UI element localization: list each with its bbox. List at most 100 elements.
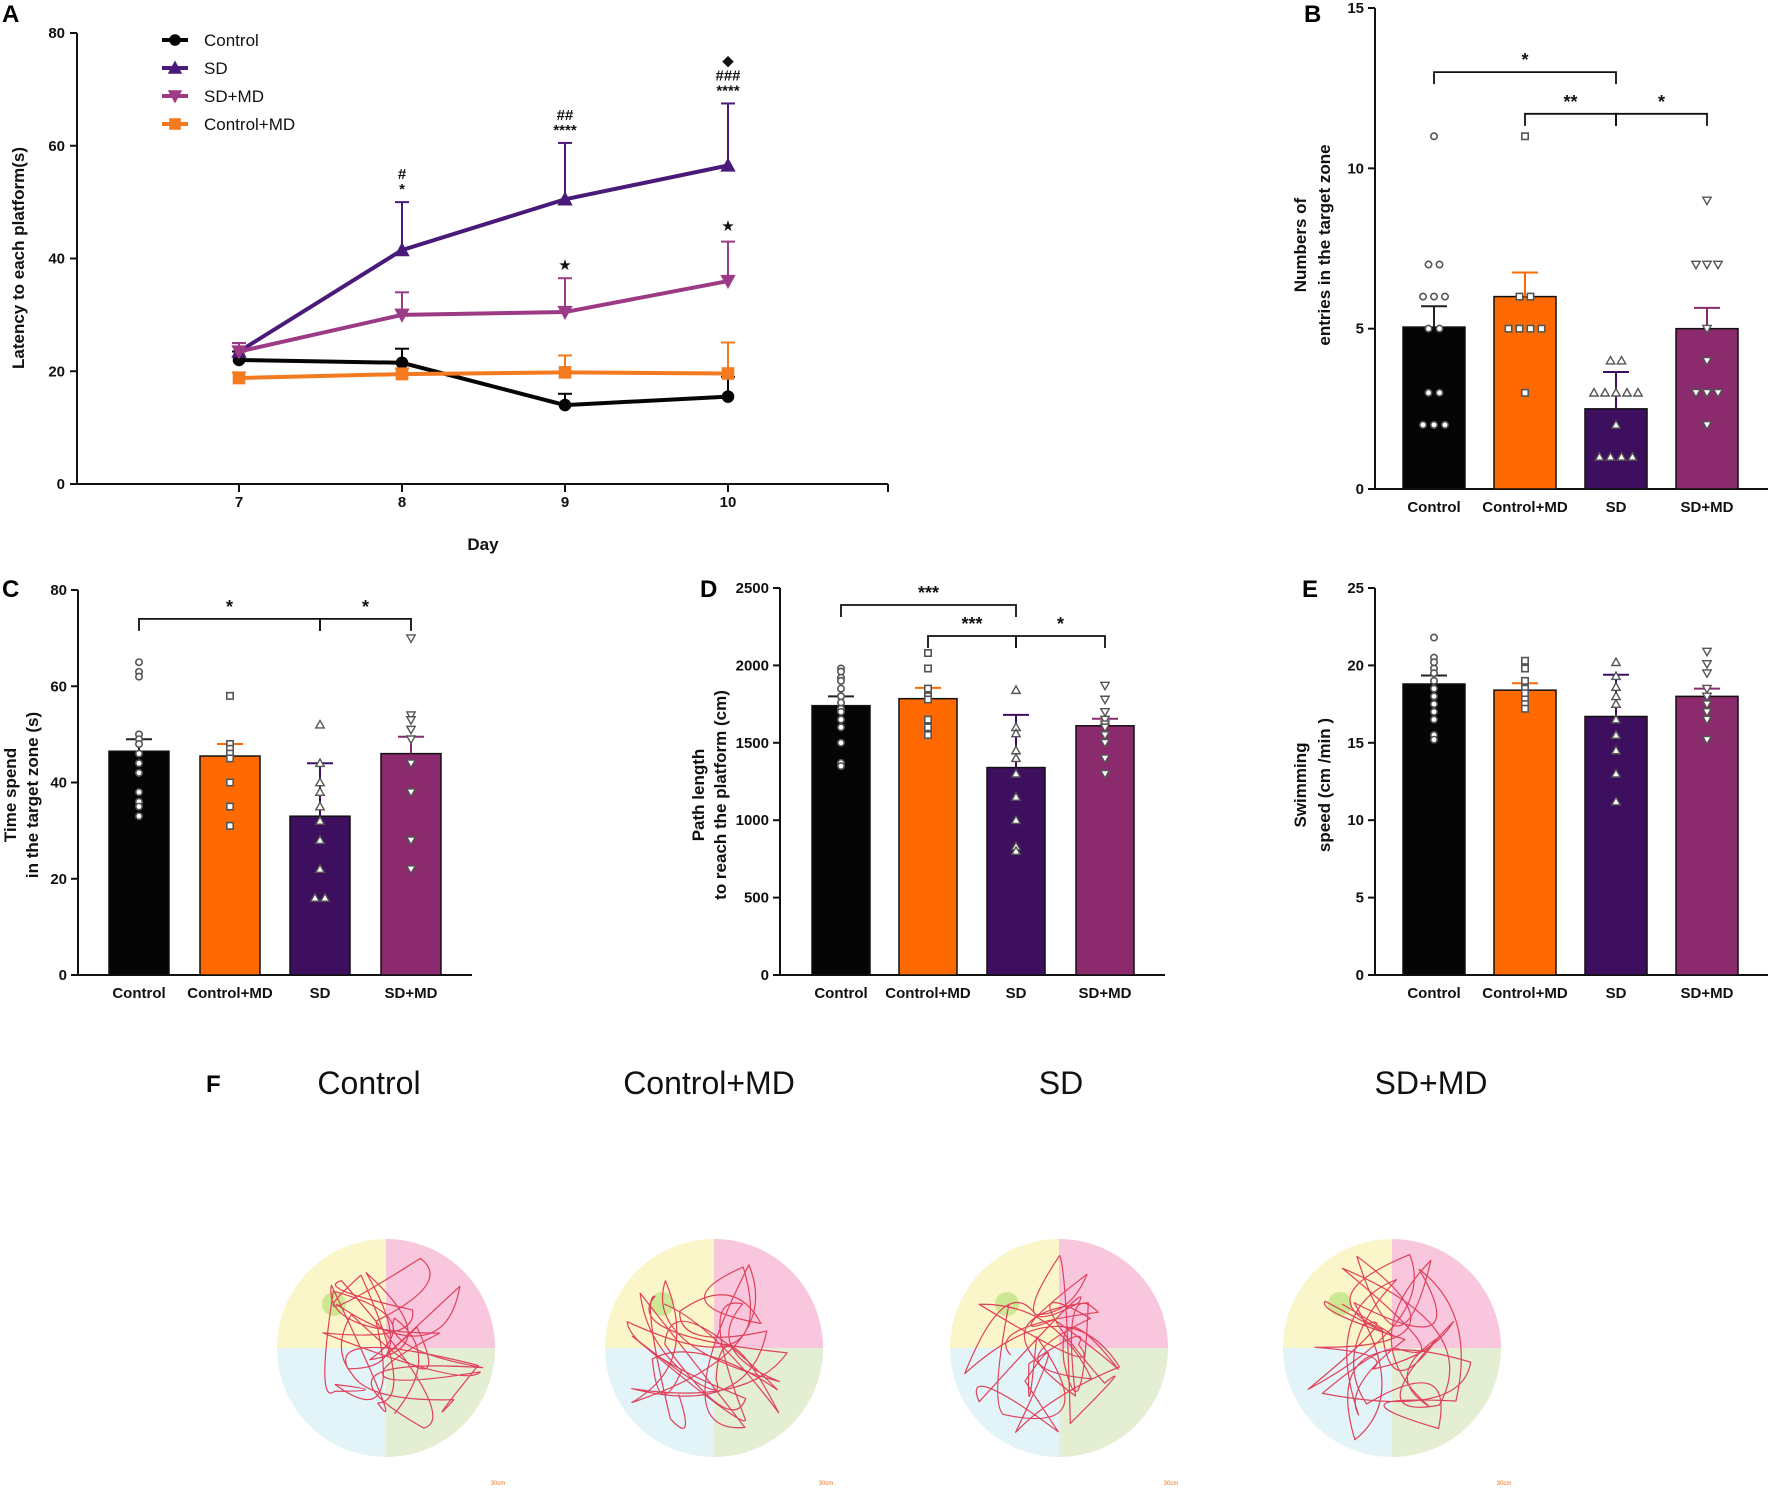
legend-entry: Control <box>204 31 259 50</box>
data-point <box>923 715 932 724</box>
annotation-mark: ★ <box>721 218 734 235</box>
track-title-1: Control+MD <box>623 1065 795 1101</box>
data-point <box>836 715 845 724</box>
data-point <box>1701 388 1713 399</box>
data-point <box>836 738 845 747</box>
panel-label-d: D <box>700 576 717 603</box>
data-point <box>836 676 845 685</box>
x-tick-label: 8 <box>398 494 406 511</box>
bar-sd <box>1584 715 1648 976</box>
x-axis-label: Day <box>467 535 499 554</box>
significance-label: * <box>1658 92 1665 112</box>
x-tick-label: Control <box>112 985 165 1002</box>
y-tick-label: 0 <box>59 967 67 984</box>
data-point <box>720 274 736 290</box>
x-tick-label: SD <box>310 985 331 1002</box>
significance-label: *** <box>918 583 939 603</box>
data-point <box>1424 260 1433 269</box>
x-tick-label: Control <box>1407 985 1460 1002</box>
bar-control-md <box>1493 689 1557 976</box>
data-point <box>1515 324 1524 333</box>
y-tick-label: 10 <box>1347 812 1364 829</box>
data-point <box>314 776 326 787</box>
data-point <box>1616 355 1627 365</box>
annotation-mark: * <box>399 181 405 198</box>
data-point <box>319 892 331 902</box>
legend-marker <box>167 90 183 104</box>
data-point <box>226 802 235 811</box>
data-point <box>1521 676 1530 685</box>
chart-c-time: 0 20 40 60 80 Control Control+MD SD SD+MD Time sp… <box>1 582 472 1002</box>
panel-label-b: B <box>1304 1 1321 28</box>
data-point <box>309 892 321 902</box>
data-point <box>1419 420 1428 429</box>
data-point <box>1430 633 1439 642</box>
annotation-mark: # <box>398 166 407 183</box>
significance-bracket <box>1524 112 1617 126</box>
y-axis-label-line2: in the target zone (s) <box>23 712 42 878</box>
data-point <box>1690 388 1702 399</box>
y-tick-label: 20 <box>1347 657 1364 674</box>
data-point <box>1610 713 1622 724</box>
data-point <box>1430 132 1439 141</box>
pool-quadrant-sw <box>950 1348 1059 1457</box>
data-point <box>231 345 247 360</box>
data-point <box>1515 292 1524 301</box>
data-point <box>720 157 736 172</box>
y-tick-label: 15 <box>1347 0 1364 17</box>
data-point <box>1610 387 1622 397</box>
panel-f-swim-tracks: Control 30cm Control+MD 30cm SD 30cm SD+MD 30cm <box>277 1065 1511 1487</box>
data-point <box>1712 260 1724 271</box>
data-point <box>1435 324 1444 333</box>
data-point <box>395 356 409 370</box>
pool-quadrant-se <box>1392 1348 1501 1457</box>
data-point <box>1435 260 1444 269</box>
series-sd-md <box>231 240 736 360</box>
data-point <box>1690 260 1702 271</box>
data-point <box>1419 292 1428 301</box>
legend-entry: Control+MD <box>204 115 295 134</box>
bar-control <box>1402 326 1466 490</box>
data-point <box>1099 715 1111 726</box>
significance-label: * <box>1521 50 1528 70</box>
pool-sd-md <box>1283 1239 1501 1457</box>
y-axis-label-line1: Time spend <box>1 748 20 842</box>
swim-path <box>1307 1254 1472 1441</box>
x-tick-label: Control <box>1407 499 1460 516</box>
data-point <box>836 723 845 732</box>
y-tick-label: 500 <box>744 890 769 907</box>
data-point <box>1441 420 1450 429</box>
y-tick-label: 0 <box>1356 967 1364 984</box>
data-point <box>721 367 735 380</box>
data-point <box>923 723 932 732</box>
y-axis-label: Latency to each platform(s) <box>9 147 28 369</box>
data-point <box>1610 670 1622 681</box>
data-point <box>1526 324 1535 333</box>
data-point <box>1521 664 1530 673</box>
significance-bracket <box>840 604 1017 618</box>
track-title-3: SD+MD <box>1375 1065 1488 1101</box>
data-point <box>314 863 326 874</box>
data-point <box>1010 744 1022 755</box>
y-tick-label: 1000 <box>736 812 769 829</box>
data-point <box>836 707 845 716</box>
data-point <box>923 649 932 658</box>
data-point <box>405 634 417 644</box>
y-tick-label: 60 <box>48 138 65 155</box>
data-point <box>1610 729 1622 739</box>
x-tick-label: 9 <box>561 494 569 511</box>
scale-label: 30cm <box>1164 1481 1179 1487</box>
data-point <box>836 762 845 771</box>
data-point <box>1701 647 1713 658</box>
y-axis-label-line1: Numbers of <box>1291 197 1310 292</box>
scale-label: 30cm <box>1497 1481 1512 1487</box>
panel-label-e: E <box>1302 576 1318 603</box>
data-point <box>1010 727 1022 738</box>
data-point <box>1504 324 1513 333</box>
data-point <box>1701 692 1713 702</box>
data-point <box>1521 388 1530 397</box>
track-title-0: Control <box>317 1065 420 1101</box>
data-point <box>1701 260 1713 271</box>
pool-quadrant-ne <box>714 1239 823 1348</box>
data-point <box>394 242 410 257</box>
